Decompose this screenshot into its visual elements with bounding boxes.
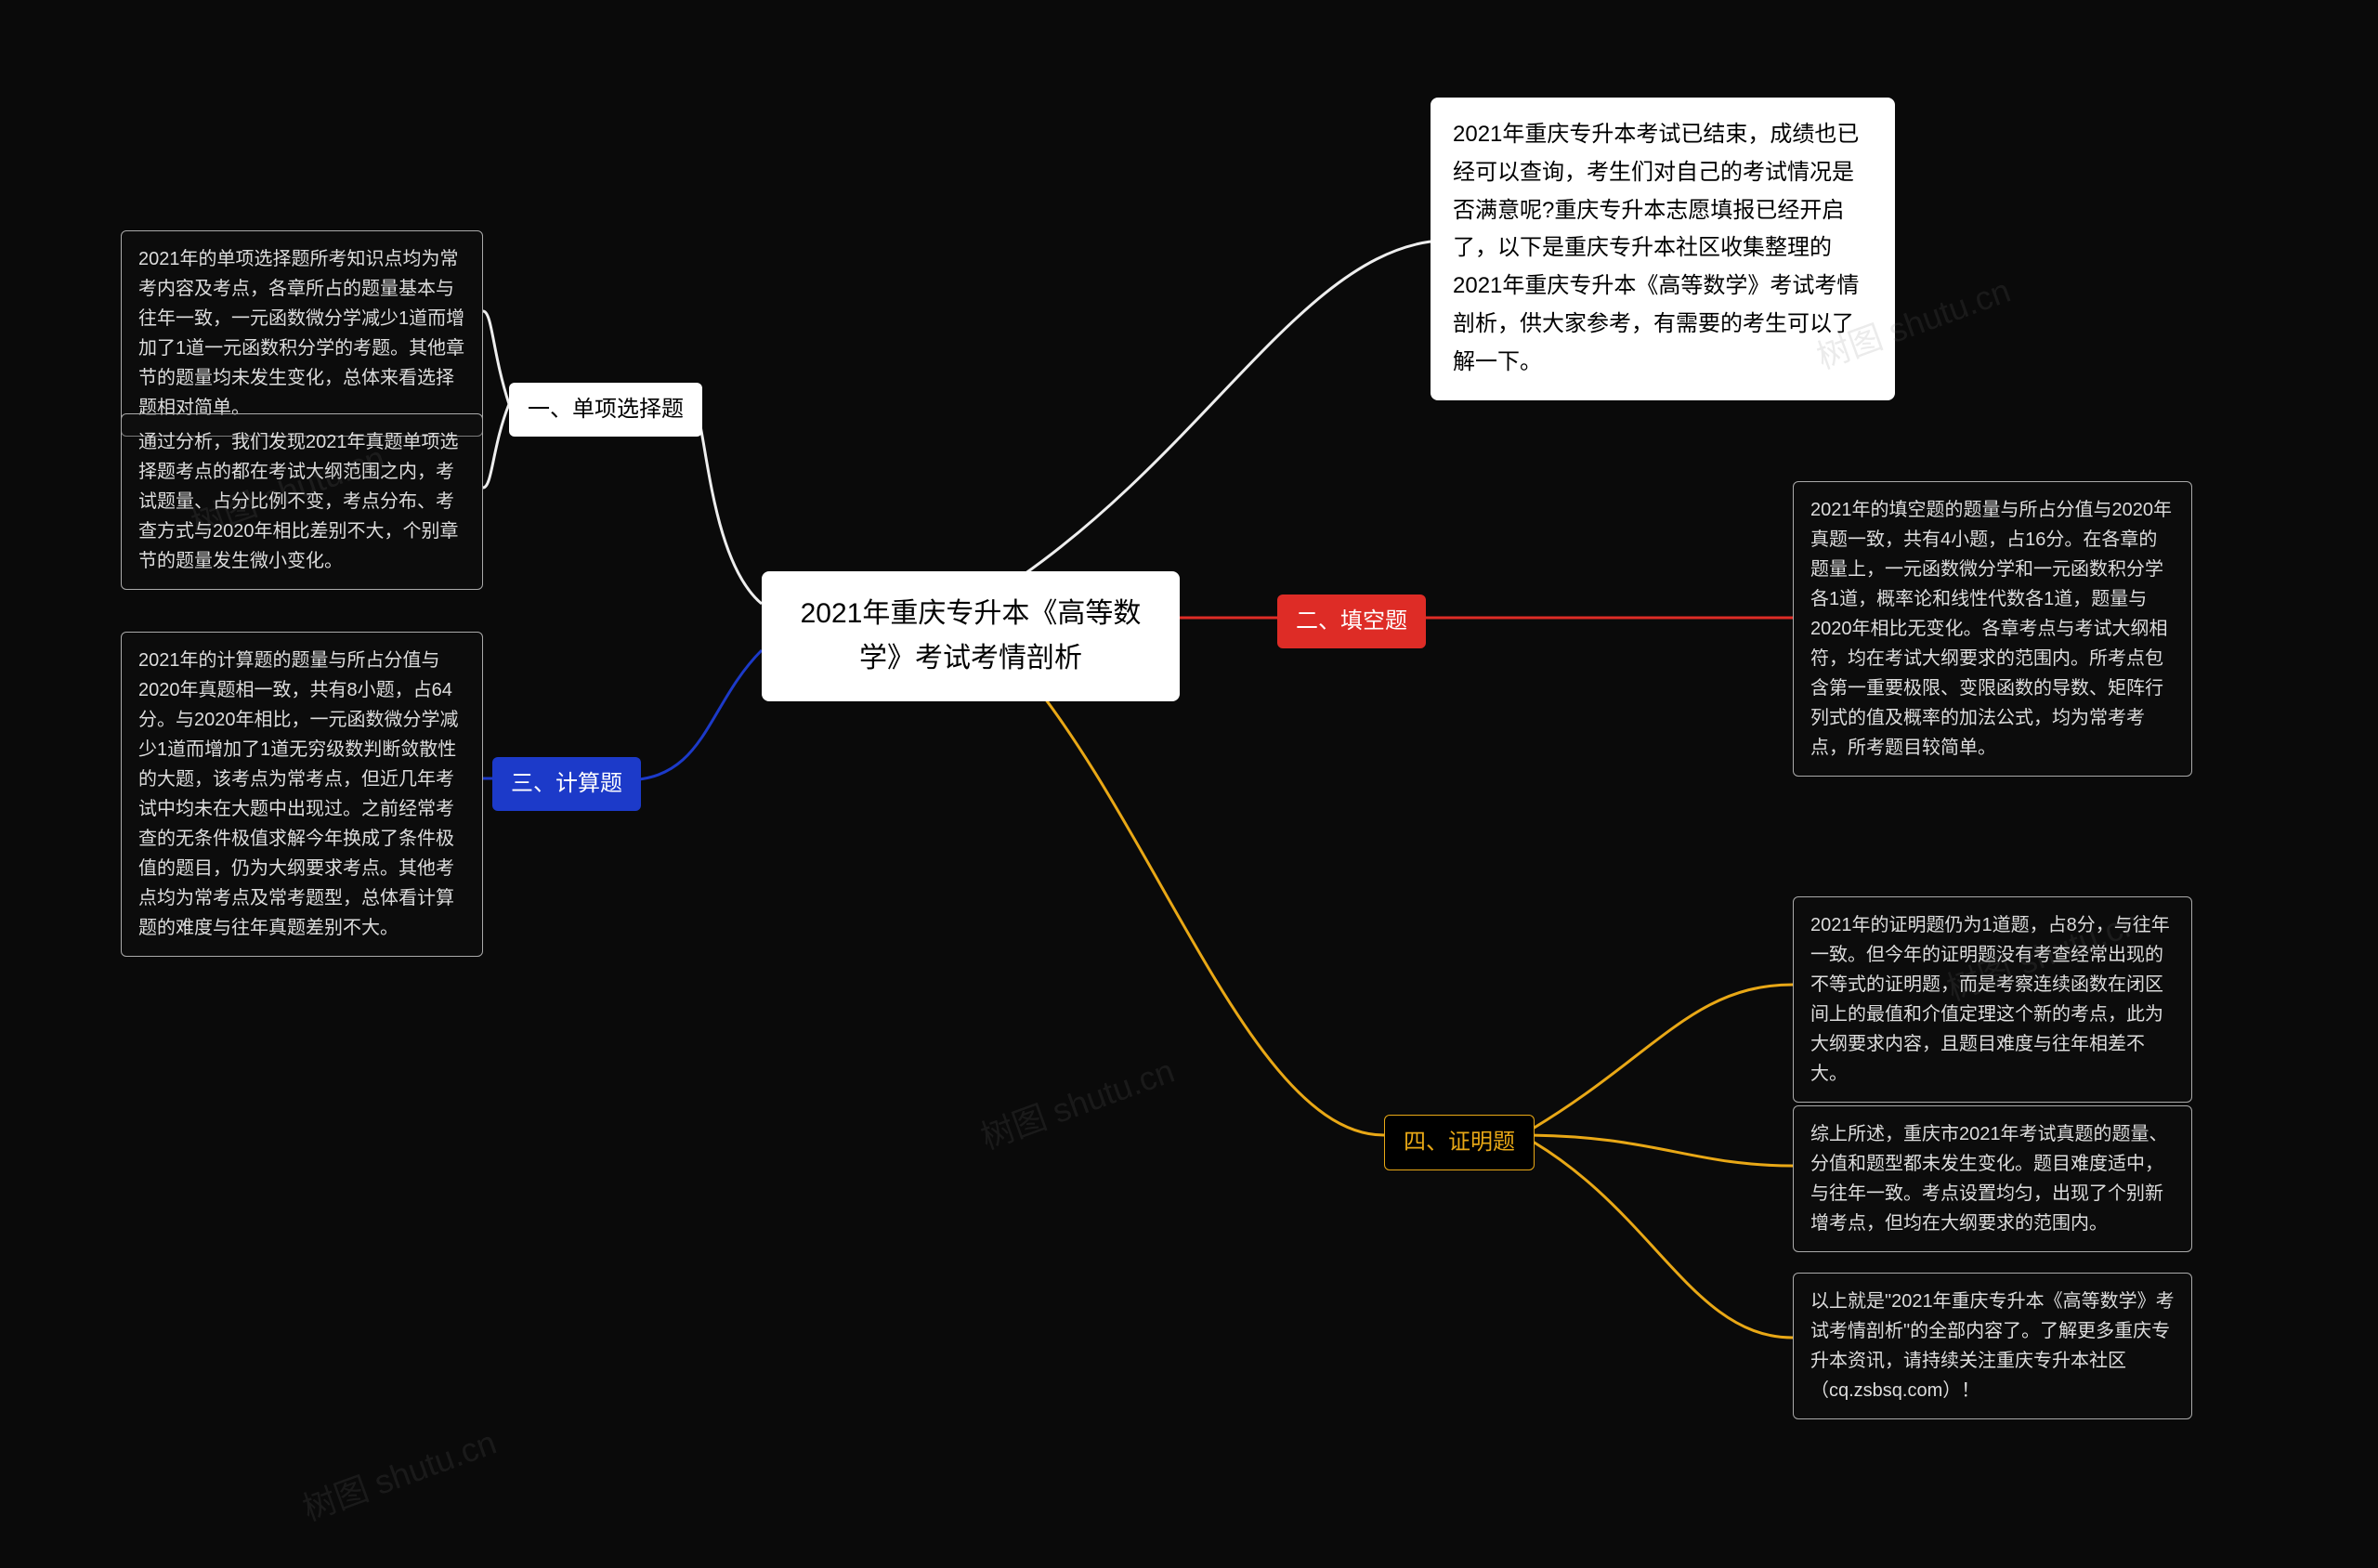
center-node: 2021年重庆专升本《高等数学》考试考情剖析 — [762, 571, 1180, 701]
intro-node: 2021年重庆专升本考试已结束，成绩也已经可以查询，考生们对自己的考试情况是否满… — [1431, 98, 1895, 400]
branch-2-leaf-0: 2021年的填空题的题量与所占分值与2020年真题一致，共有4小题，占16分。在… — [1793, 481, 2192, 777]
branch-2: 二、填空题 — [1277, 595, 1426, 648]
watermark: 树图 shutu.cn — [295, 1416, 503, 1530]
branch-4-leaf-1: 综上所述，重庆市2021年考试真题的题量、分值和题型都未发生变化。题目难度适中，… — [1793, 1105, 2192, 1252]
branch-1: 一、单项选择题 — [509, 383, 702, 437]
branch-1-leaf-0: 2021年的单项选择题所考知识点均为常考内容及考点，各章所占的题量基本与往年一致… — [121, 230, 483, 437]
branch-4: 四、证明题 — [1384, 1115, 1535, 1170]
branch-4-leaf-0: 2021年的证明题仍为1道题，占8分，与往年一致。但今年的证明题没有考查经常出现… — [1793, 896, 2192, 1103]
watermark: 树图 shutu.cn — [973, 1044, 1181, 1158]
branch-4-leaf-2: 以上就是"2021年重庆专升本《高等数学》考试考情剖析"的全部内容了。了解更多重… — [1793, 1273, 2192, 1419]
branch-1-leaf-1: 通过分析，我们发现2021年真题单项选择题考点的都在考试大纲范围之内，考试题量、… — [121, 413, 483, 590]
branch-3: 三、计算题 — [492, 757, 641, 811]
branch-3-leaf-0: 2021年的计算题的题量与所占分值与2020年真题相一致，共有8小题，占64分。… — [121, 632, 483, 957]
